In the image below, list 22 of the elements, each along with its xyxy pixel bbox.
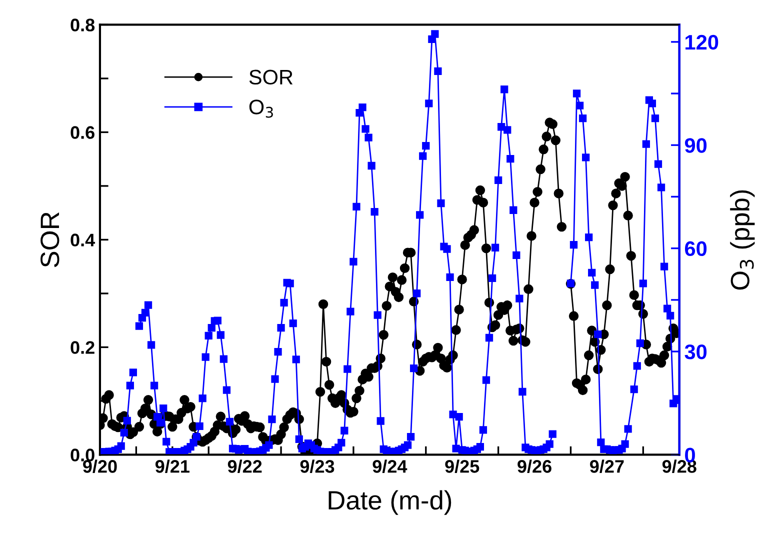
y2-tick-label: 120 [686, 34, 718, 50]
x-tick-label: 9/27 [590, 460, 624, 474]
y-axis-title: SOR [40, 212, 60, 268]
x-tick-label: 9/20 [83, 460, 117, 474]
y-tick-label: 0.6 [70, 126, 94, 139]
x-tick-label: 9/23 [300, 460, 334, 474]
x-tick-label: 9/21 [155, 460, 190, 474]
legend-label: SOR [249, 70, 293, 85]
legend-label: O$_{3}$ [249, 100, 273, 118]
x-tick-label: 9/22 [228, 460, 262, 474]
y-tick-label: 0.4 [70, 234, 96, 246]
x-tick-label: 9/24 [372, 460, 408, 474]
y2-axis-title: O$_{3}$ (ppb) [730, 190, 755, 290]
y-tick-label: 0.2 [70, 341, 94, 354]
y2-tick-label: 90 [684, 138, 707, 153]
x-tick-label: 9/26 [518, 460, 552, 474]
y2-tick-label: 60 [684, 241, 707, 256]
y-tick-label: 0.8 [70, 18, 95, 32]
x-axis-title: Date (m-d) [328, 490, 452, 515]
x-tick-label: 9/25 [445, 460, 480, 474]
y-tick-label: 0.0 [70, 448, 94, 462]
y2-tick-label: 30 [684, 344, 707, 360]
